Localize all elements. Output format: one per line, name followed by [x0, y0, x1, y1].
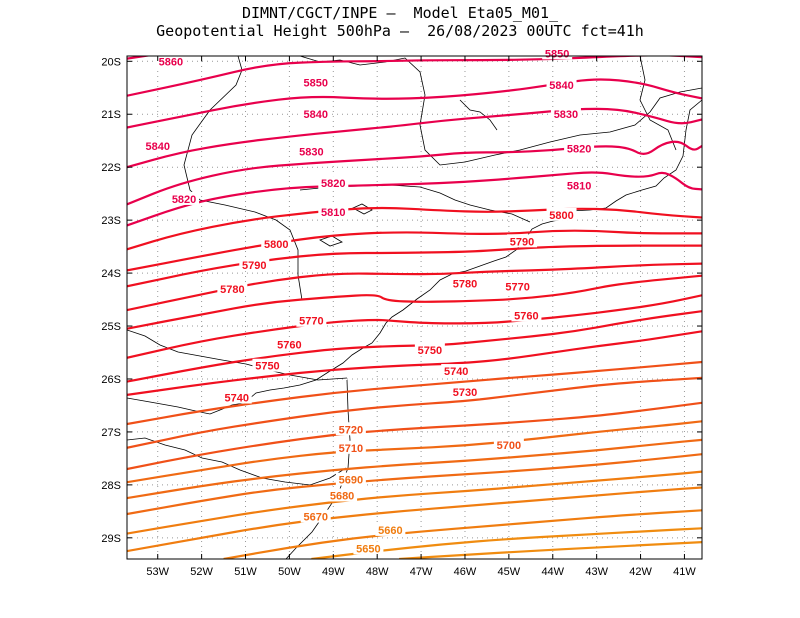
geopotential-map: 5860 5850 5850 5840 5840 5840 5830 5830 5820 5820…: [0, 0, 800, 618]
contour-label: 5820: [321, 178, 345, 190]
contour-line-5840: [127, 80, 702, 128]
contour-label: 5750: [255, 361, 279, 373]
x-tick-label: 43W: [585, 566, 608, 578]
contour-label: 5730: [453, 387, 477, 399]
contour-line-5790: [127, 231, 702, 271]
contour-label: 5710: [339, 443, 363, 455]
contour-label: 5690: [339, 475, 363, 487]
x-tick-label: 49W: [322, 566, 345, 578]
contour-line-5850: [127, 55, 702, 95]
contour-label: 5740: [224, 393, 248, 405]
contour-label: 5850: [303, 77, 327, 89]
x-tick-label: 42W: [629, 566, 652, 578]
contour-label: 5760: [277, 340, 301, 352]
x-tick-label: 46W: [454, 566, 477, 578]
x-tick-label: 45W: [498, 566, 521, 578]
y-tick-label: 26S: [101, 374, 121, 386]
contour-label: 5820: [567, 144, 591, 156]
contour-label: 5740: [444, 366, 468, 378]
x-tick-label: 53W: [146, 566, 169, 578]
contour-line-5750: [127, 295, 702, 358]
y-tick-label: 29S: [101, 533, 121, 545]
contour-label: 5780: [453, 279, 477, 291]
contour-label: 5700: [497, 440, 521, 452]
contour-label: 5770: [505, 281, 529, 293]
contour-line-5760: [127, 276, 702, 329]
contour-line-5640: [224, 510, 702, 559]
contour-line-5810: [127, 173, 702, 226]
contour-line-5770: [127, 264, 702, 311]
contour-label: 5830: [299, 146, 323, 158]
contour-line-5660: [127, 472, 702, 534]
contour-labels: 5860 5850 5850 5840 5840 5840 5830 5830 5820 5820…: [143, 46, 594, 555]
contour-label: 5860: [159, 56, 183, 68]
y-tick-label: 24S: [101, 268, 121, 280]
x-tick-label: 44W: [541, 566, 564, 578]
contour-label: 5820: [172, 194, 196, 206]
contour-label: 5810: [567, 181, 591, 193]
x-tick-label: 52W: [190, 566, 213, 578]
contour-label: 5670: [303, 512, 327, 524]
x-tick-label: 41W: [673, 566, 696, 578]
contour-label: 5830: [554, 109, 578, 121]
y-tick-label: 23S: [101, 215, 121, 227]
contour-lines: [127, 51, 702, 559]
state-border: [300, 56, 702, 165]
contour-label: 5800: [549, 210, 573, 222]
river: [460, 100, 497, 130]
y-tick-label: 25S: [101, 321, 121, 333]
contour-label: 5790: [510, 236, 534, 248]
contour-label: 5840: [145, 141, 169, 153]
contour-label: 5750: [418, 345, 442, 357]
contour-line-5800: [127, 208, 702, 249]
state-border: [640, 56, 676, 150]
y-tick-label: 21S: [101, 109, 121, 121]
contour-line-5830: [127, 109, 702, 167]
contour-label: 5680: [330, 490, 354, 502]
contour-line-5820: [127, 142, 702, 205]
contour-label: 5780: [220, 284, 244, 296]
contour-label: 5760: [514, 310, 538, 322]
contour-label: 5840: [549, 80, 573, 92]
x-tick-label: 50W: [278, 566, 301, 578]
y-tick-label: 20S: [101, 56, 121, 68]
x-tick-label: 47W: [410, 566, 433, 578]
contour-label: 5650: [356, 543, 380, 555]
contour-label: 5850: [545, 48, 569, 60]
contour-label: 5720: [339, 424, 363, 436]
contour-label: 5840: [303, 109, 327, 121]
contour-label: 5810: [321, 207, 345, 219]
y-tick-label: 27S: [101, 427, 121, 439]
contour-label: 5790: [242, 260, 266, 272]
y-tick-label: 22S: [101, 162, 121, 174]
y-tick-label: 28S: [101, 480, 121, 492]
x-tick-label: 51W: [234, 566, 257, 578]
contour-label: 5800: [264, 239, 288, 251]
x-tick-label: 48W: [366, 566, 389, 578]
contour-label: 5770: [299, 316, 323, 328]
contour-label: 5660: [378, 525, 402, 537]
